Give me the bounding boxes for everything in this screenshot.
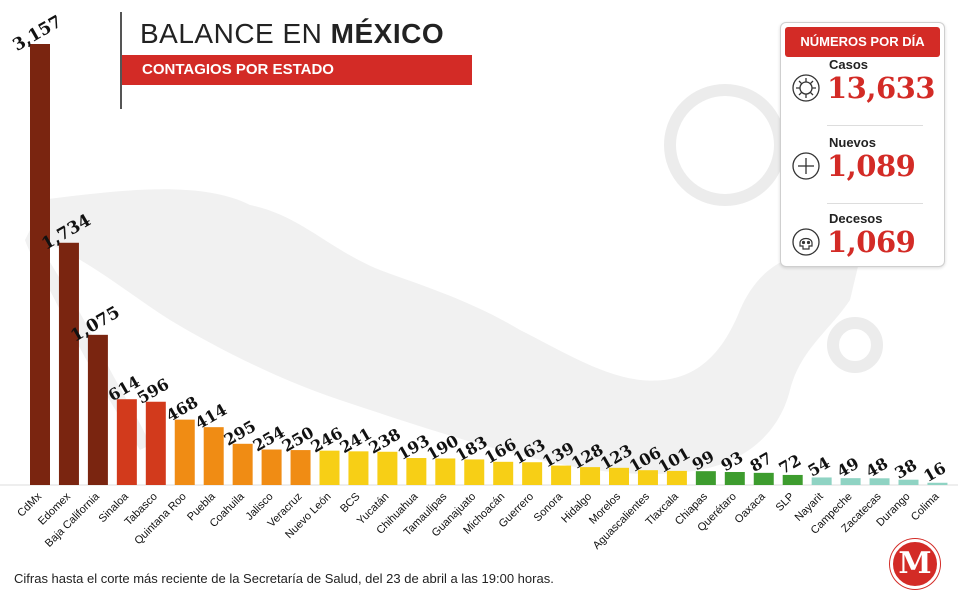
- stat-value-decesos: 1,069: [827, 225, 916, 259]
- bar: [319, 450, 340, 485]
- data-label: 38: [891, 455, 920, 483]
- bar: [203, 427, 224, 485]
- bar: [522, 462, 543, 485]
- skull-icon: [792, 228, 820, 256]
- category-label: Colima: [909, 490, 942, 523]
- baja-peninsula-silhouette: [25, 230, 150, 450]
- bar: [927, 482, 948, 485]
- bar: [232, 443, 253, 485]
- bar: [869, 478, 890, 485]
- panel-title: NÚMEROS POR DÍA: [785, 27, 940, 57]
- bar: [30, 44, 50, 485]
- category-label: Quintana Roo: [132, 491, 188, 547]
- plus-icon: [792, 152, 820, 180]
- title-divider: [120, 12, 122, 109]
- data-label: 93: [718, 447, 747, 475]
- category-label: BCS: [338, 491, 362, 515]
- daily-numbers-panel: NÚMEROS POR DÍA Casos 13,633 Nuevos 1,08…: [780, 22, 945, 267]
- bar: [116, 399, 137, 485]
- bar: [174, 419, 195, 485]
- bar: [782, 474, 803, 485]
- bar: [58, 242, 79, 485]
- bar: [348, 451, 369, 485]
- stat-value-nuevos: 1,089: [827, 149, 916, 183]
- bar: [145, 401, 166, 485]
- bar: [666, 470, 687, 485]
- data-label: 16: [920, 458, 949, 486]
- stat-label-decesos: Decesos: [829, 211, 883, 226]
- chart-title: BALANCE EN MÉXICO: [140, 18, 445, 49]
- bar: [724, 472, 745, 485]
- bar: [551, 465, 572, 485]
- bar: [580, 467, 601, 485]
- stat-divider: [827, 203, 923, 204]
- bar: [435, 458, 456, 485]
- bar: [377, 451, 398, 485]
- category-label: Oaxaca: [733, 490, 769, 526]
- data-label: 99: [689, 447, 718, 475]
- data-label: 72: [776, 450, 805, 478]
- bar: [464, 459, 485, 485]
- bar: [493, 461, 514, 485]
- bar: [290, 450, 311, 485]
- stat-casos: Casos 13,633: [789, 57, 937, 117]
- stat-divider: [827, 125, 923, 126]
- footnote: Cifras hasta el corte más reciente de la…: [14, 571, 554, 586]
- stat-label-casos: Casos: [829, 57, 869, 72]
- virus-icon: [792, 74, 820, 102]
- stat-decesos: Decesos 1,069: [789, 211, 937, 266]
- bar: [811, 477, 832, 485]
- bar: [840, 478, 861, 485]
- chart-subtitle: CONTAGIOS POR ESTADO: [122, 55, 472, 85]
- stat-value-casos: 13,633: [827, 71, 936, 105]
- bar: [637, 470, 658, 485]
- data-label: 48: [862, 454, 891, 482]
- bar: [753, 472, 774, 485]
- bar: [898, 479, 919, 485]
- bar: [695, 471, 716, 485]
- data-label: 49: [833, 454, 862, 482]
- bar: [261, 449, 282, 485]
- data-label: 87: [747, 448, 776, 476]
- bar: [87, 334, 108, 485]
- bar: [406, 458, 427, 485]
- bar: [609, 467, 629, 485]
- category-label: SLP: [774, 491, 797, 514]
- milenio-logo: M: [890, 539, 940, 589]
- mexico-map-silhouette: [40, 189, 860, 475]
- data-label: 54: [805, 453, 834, 481]
- stat-label-nuevos: Nuevos: [829, 135, 876, 150]
- stat-nuevos: Nuevos 1,089: [789, 135, 937, 195]
